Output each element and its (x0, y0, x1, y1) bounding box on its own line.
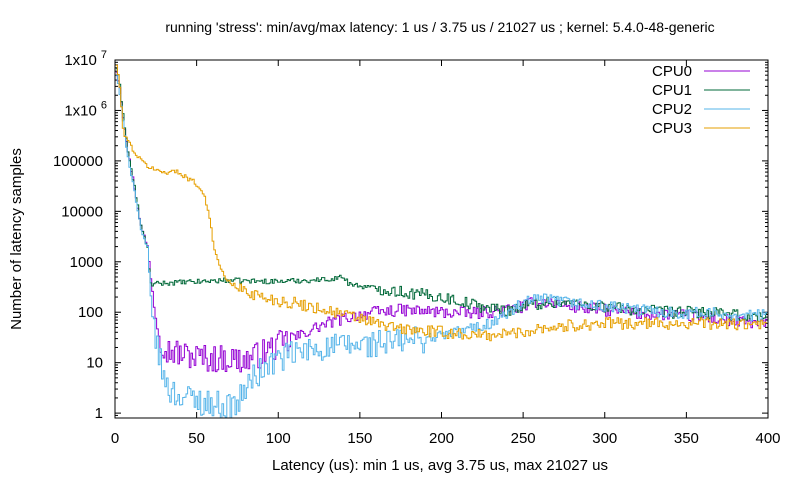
y-tick-label: 1x10 7 (64, 49, 107, 69)
x-tick-label: 300 (592, 430, 617, 447)
y-tick-label: 1x10 6 (64, 99, 107, 119)
legend-label-cpu3: CPU3 (652, 120, 692, 137)
x-axis-label: Latency (us): min 1 us, avg 3.75 us, max… (272, 457, 608, 474)
x-tick-label: 0 (111, 430, 119, 447)
y-tick-label: 100000 (53, 153, 103, 170)
chart-title: running 'stress': min/avg/max latency: 1… (165, 19, 714, 35)
axes: 0 50 100 150 200 250 300 350 400 1 10 100 1000 10000 1… (53, 49, 781, 447)
x-tick-label: 100 (266, 430, 291, 447)
x-tick-label: 50 (188, 430, 205, 447)
x-tick-label: 350 (674, 430, 699, 447)
y-tick-label: 100 (78, 304, 103, 321)
y-axis-label: Number of latency samples (8, 148, 25, 330)
y-tick-label: 10000 (61, 203, 103, 220)
series-group (115, 64, 768, 419)
plot-frame (114, 59, 769, 419)
legend: CPU0 CPU1 CPU2 CPU3 (652, 63, 750, 137)
x-tick-label: 200 (429, 430, 454, 447)
legend-label-cpu2: CPU2 (652, 101, 692, 118)
y-tick-label: 10 (86, 355, 103, 372)
y-tick-label: 1000 (70, 254, 103, 271)
legend-label-cpu0: CPU0 (652, 63, 692, 80)
legend-label-cpu1: CPU1 (652, 82, 692, 99)
x-tick-label: 400 (755, 430, 780, 447)
y-tick-exponent: 6 (101, 99, 107, 111)
series-line-cpu0 (115, 71, 768, 373)
x-tick-label: 150 (347, 430, 372, 447)
series-line-cpu3 (115, 64, 768, 342)
y-tick-label: 1 (95, 405, 103, 422)
y-tick-exponent: 7 (101, 49, 107, 61)
x-tick-label: 250 (511, 430, 536, 447)
